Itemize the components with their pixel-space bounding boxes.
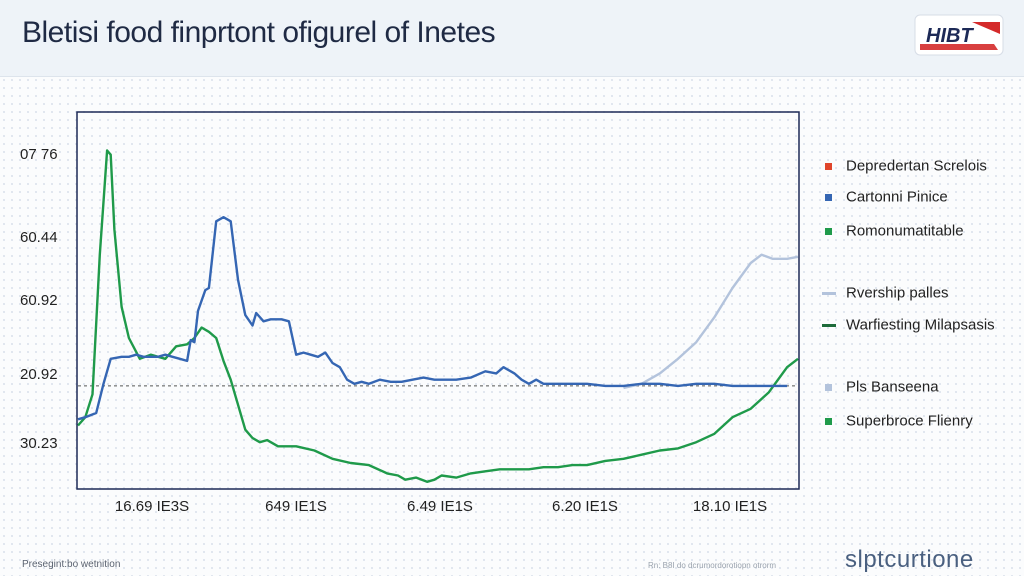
series-line: [77, 216, 788, 421]
y-tick-label: 30.23: [20, 435, 58, 452]
footer-brand: slptcurtione: [845, 546, 974, 573]
legend-square-swatch: [825, 193, 832, 201]
series-line: [623, 253, 799, 390]
dotted-background: [0, 76, 1024, 576]
legend-square-swatch: [825, 383, 832, 391]
x-tick-label: 16.69 IE3S: [114, 498, 190, 515]
footer-caption: Presegint:bo wetnition: [22, 559, 121, 570]
legend-item: Pls Banseena: [818, 378, 939, 398]
legend-label: Superbroce Flienry: [846, 412, 973, 430]
svg-text:HIBT: HIBT: [926, 25, 974, 47]
legend-item: Warfiesting Milapsasis: [818, 316, 995, 336]
header-bar: Bletisi food finprtont ofigurel of Inete…: [0, 0, 1024, 77]
legend-label: Pls Banseena: [846, 378, 939, 396]
legend-label: Cartonni Pinice: [846, 188, 948, 206]
legend-item: Romonumatitable: [818, 222, 964, 242]
legend-label: Depredertan Screlois: [846, 157, 987, 175]
x-tick-label: 18.10 IE1S: [692, 498, 768, 515]
y-tick-label: 60.92: [20, 292, 58, 309]
legend-line-swatch: [822, 291, 836, 295]
plot-frame: [76, 111, 800, 490]
legend-item: Cartonni Pinice: [818, 188, 948, 208]
legend-square-swatch: [825, 162, 832, 170]
legend-item: Rvership palles: [818, 284, 949, 304]
footer-note: Rn: B8I do dcrumordorotiopn otrorm: [648, 561, 777, 570]
legend-square-swatch: [825, 227, 832, 235]
series-line: [77, 149, 799, 483]
legend-item: Depredertan Screlois: [818, 157, 987, 177]
y-tick-label: 20.92: [20, 366, 58, 383]
hibt-logo: HIBT: [914, 14, 1004, 56]
legend-label: Rvership palles: [846, 284, 949, 302]
x-tick-label: 649 IE1S: [265, 498, 327, 515]
y-tick-label: 07 76: [20, 146, 58, 163]
legend-label: Warfiesting Milapsasis: [846, 316, 995, 334]
x-tick-label: 6.20 IE1S: [552, 498, 618, 515]
page-title: Bletisi food finprtont ofigurel of Inete…: [22, 16, 496, 49]
x-tick-label: 6.49 IE1S: [407, 498, 473, 515]
legend-line-swatch: [822, 323, 836, 327]
y-tick-label: 60.44: [20, 229, 58, 246]
legend-label: Romonumatitable: [846, 222, 964, 240]
legend-square-swatch: [825, 417, 832, 425]
legend-item: Superbroce Flienry: [818, 412, 973, 432]
